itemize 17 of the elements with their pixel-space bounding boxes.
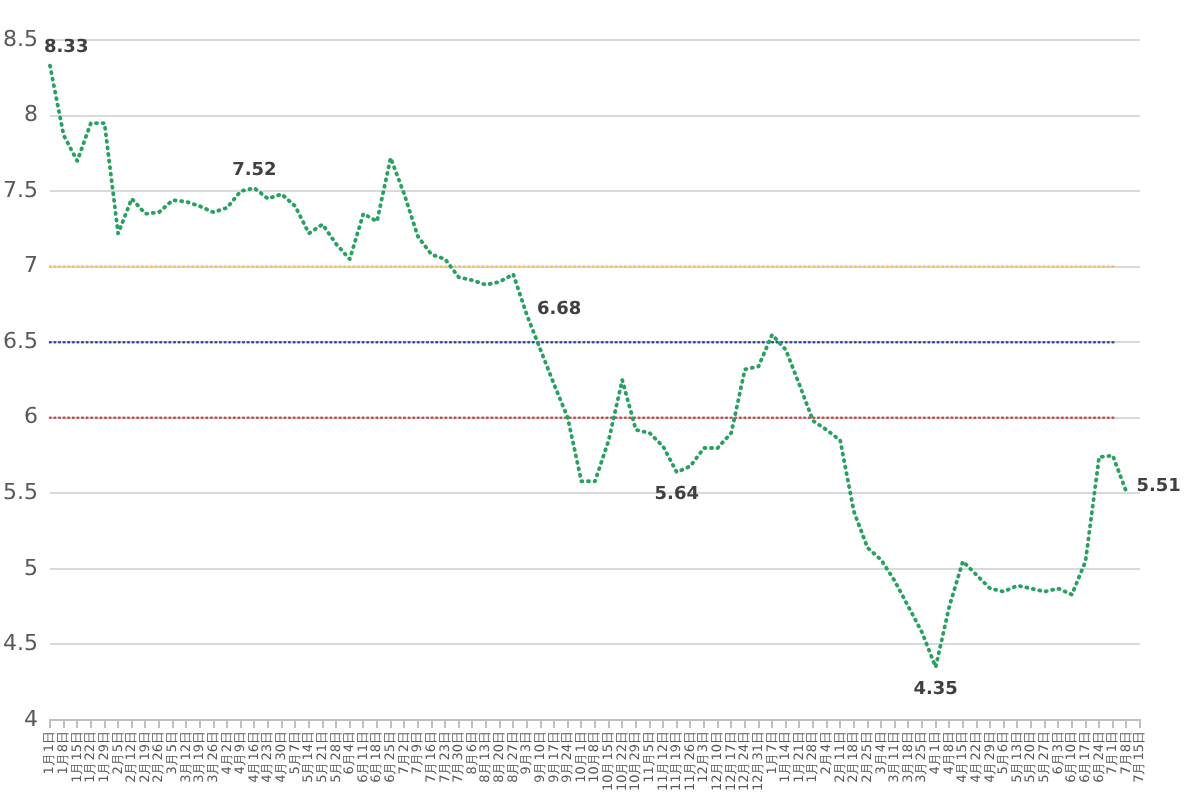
data-label: 5.64 (654, 484, 699, 505)
y-tick-label: 7 (24, 252, 38, 279)
y-tick-label: 4.5 (3, 630, 38, 657)
data-label: 4.35 (913, 679, 958, 700)
y-tick-label: 5 (24, 554, 38, 581)
y-tick-label: 6.5 (3, 327, 38, 354)
data-label: 7.52 (232, 160, 277, 181)
y-tick-label: 5.5 (3, 479, 38, 506)
y-tick-label: 6 (24, 403, 38, 430)
data-label: 5.51 (1136, 476, 1181, 497)
data-label: 6.68 (536, 299, 582, 320)
line-series (48, 63, 1129, 670)
y-tick-label: 8 (24, 101, 38, 128)
y-tick-label: 4 (24, 705, 38, 732)
y-tick-label: 8.5 (3, 25, 38, 52)
data-label: 8.33 (44, 38, 89, 59)
y-tick-label: 7.5 (3, 176, 38, 203)
